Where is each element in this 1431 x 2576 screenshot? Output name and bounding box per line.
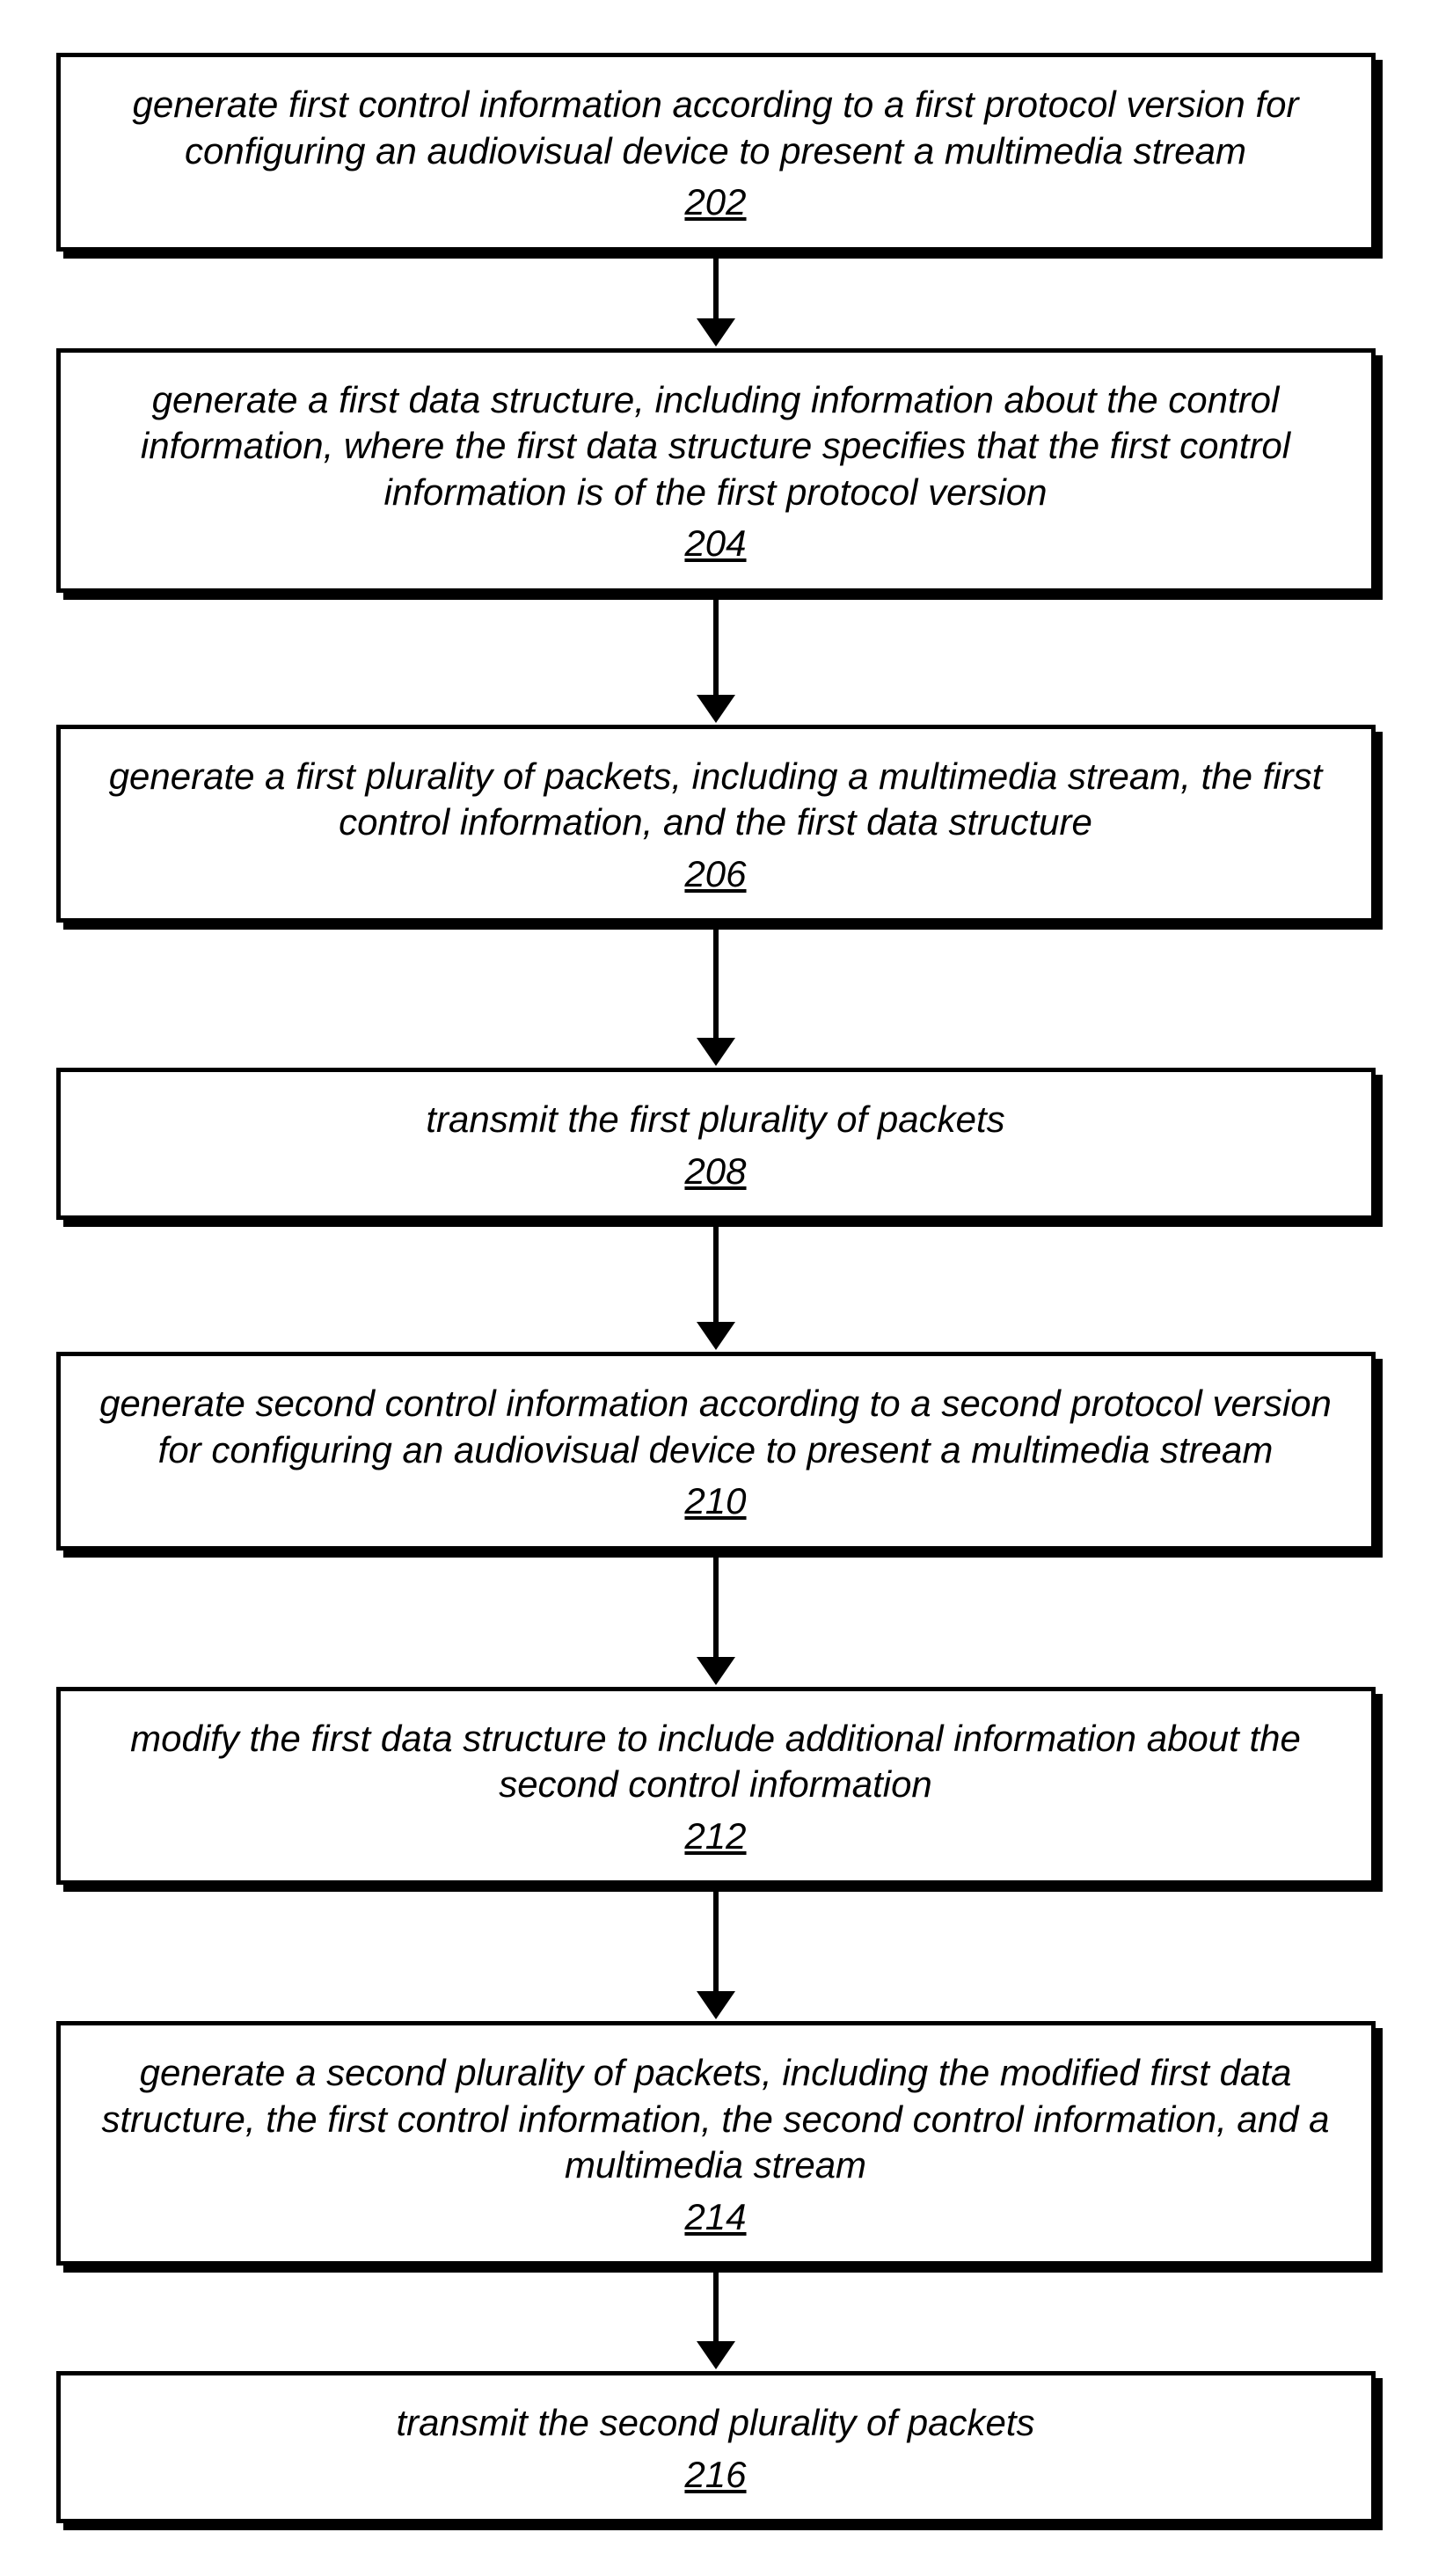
arrow-head: [697, 2341, 735, 2369]
arrow-line: [713, 1890, 719, 1991]
flowchart-step-208: transmit the first plurality of packets 2…: [56, 1068, 1376, 1220]
flowchart-step-210: generate second control information acco…: [56, 1352, 1376, 1551]
arrow-down-icon: [697, 2271, 735, 2369]
step-text: generate a second plurality of packets, …: [101, 2052, 1329, 2186]
step-text: generate first control information accor…: [133, 84, 1299, 171]
arrow-down-icon: [697, 1556, 735, 1685]
flowchart-step-204: generate a first data structure, includi…: [56, 348, 1376, 593]
flowchart-step-206: generate a first plurality of packets, i…: [56, 725, 1376, 923]
arrow-down-icon: [697, 1890, 735, 2019]
arrow-head: [697, 1991, 735, 2019]
arrow-line: [713, 2271, 719, 2341]
arrow-head: [697, 1657, 735, 1685]
step-text: modify the first data structure to inclu…: [130, 1718, 1301, 1806]
arrow-down-icon: [697, 928, 735, 1066]
step-text: generate second control information acco…: [99, 1383, 1332, 1470]
arrow-down-icon: [697, 598, 735, 723]
step-text: transmit the second plurality of packets: [396, 2402, 1034, 2443]
arrow-head: [697, 1322, 735, 1350]
step-number: 216: [96, 2452, 1336, 2499]
flowchart-step-202: generate first control information accor…: [56, 53, 1376, 252]
step-text: generate a first plurality of packets, i…: [109, 755, 1323, 843]
flowchart-step-216: transmit the second plurality of packets…: [56, 2371, 1376, 2523]
arrow-line: [713, 598, 719, 695]
arrow-head: [697, 318, 735, 347]
step-number: 202: [96, 179, 1336, 226]
step-number: 208: [96, 1149, 1336, 1195]
step-text: generate a first data structure, includi…: [141, 379, 1290, 513]
arrow-line: [713, 1556, 719, 1657]
step-number: 206: [96, 851, 1336, 898]
step-number: 214: [96, 2194, 1336, 2241]
arrow-line: [713, 1225, 719, 1322]
step-number: 204: [96, 521, 1336, 567]
step-number: 210: [96, 1478, 1336, 1525]
arrow-down-icon: [697, 1225, 735, 1350]
arrow-head: [697, 1038, 735, 1066]
arrow-down-icon: [697, 257, 735, 347]
arrow-line: [713, 928, 719, 1038]
flowchart-step-214: generate a second plurality of packets, …: [56, 2021, 1376, 2266]
flowchart-step-212: modify the first data structure to inclu…: [56, 1687, 1376, 1886]
step-number: 212: [96, 1813, 1336, 1860]
arrow-line: [713, 257, 719, 318]
flowchart-container: generate first control information accor…: [56, 53, 1376, 2523]
arrow-head: [697, 695, 735, 723]
step-text: transmit the first plurality of packets: [426, 1098, 1004, 1140]
